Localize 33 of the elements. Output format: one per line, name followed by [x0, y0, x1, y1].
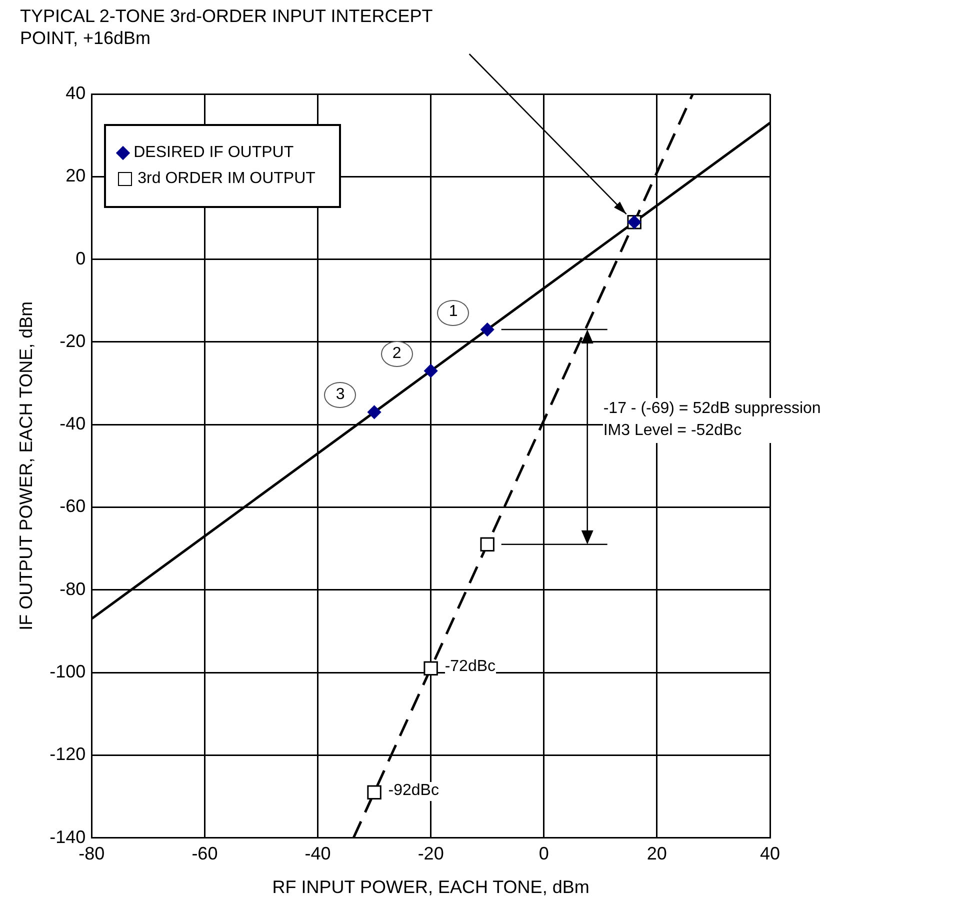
annotation: 2 — [380, 340, 413, 367]
x-tick-label: -20 — [418, 844, 444, 864]
legend-label: 3rd ORDER IM OUTPUT — [138, 170, 316, 188]
x-tick-label: 0 — [538, 844, 549, 864]
annotation: -17 - (-69) = 52dB suppression — [603, 398, 821, 419]
chart-title: TYPICAL 2-TONE 3rd-ORDER INPUT INTERCEPT POINT, +16dBm — [20, 6, 434, 50]
y-tick-label: 20 — [66, 166, 86, 186]
point — [424, 661, 438, 676]
x-tick-label: -40 — [304, 844, 331, 864]
annotation: -92dBc — [388, 782, 439, 801]
x-axis-title: RF INPUT POWER, EACH TONE, dBm — [272, 877, 590, 898]
legend-label: DESIRED IF OUTPUT — [134, 144, 294, 162]
point — [368, 405, 382, 419]
y-tick-label: -40 — [60, 414, 86, 434]
y-tick-label: -20 — [60, 330, 86, 351]
annotation: IM3 Level = -52dBc — [603, 421, 743, 442]
y-axis-title: IF OUTPUT POWER, EACH TONE, dBm — [16, 301, 36, 630]
annotation: -72dBc — [444, 658, 496, 677]
y-tick-label: -60 — [60, 496, 86, 516]
y-tick-label: 0 — [76, 248, 86, 268]
annotation: 3 — [324, 382, 356, 408]
y-tick-label: -120 — [50, 744, 86, 764]
point — [424, 364, 438, 378]
point — [480, 322, 494, 336]
y-tick-label: -80 — [60, 578, 86, 599]
annotation: 1 — [437, 300, 470, 326]
x-tick-label: 40 — [760, 844, 780, 864]
x-tick-label: -60 — [192, 844, 218, 864]
point — [367, 785, 382, 800]
y-tick-label: -100 — [50, 661, 86, 682]
point — [480, 537, 494, 552]
x-tick-label: 20 — [646, 844, 667, 864]
y-tick-label: 40 — [66, 82, 86, 103]
